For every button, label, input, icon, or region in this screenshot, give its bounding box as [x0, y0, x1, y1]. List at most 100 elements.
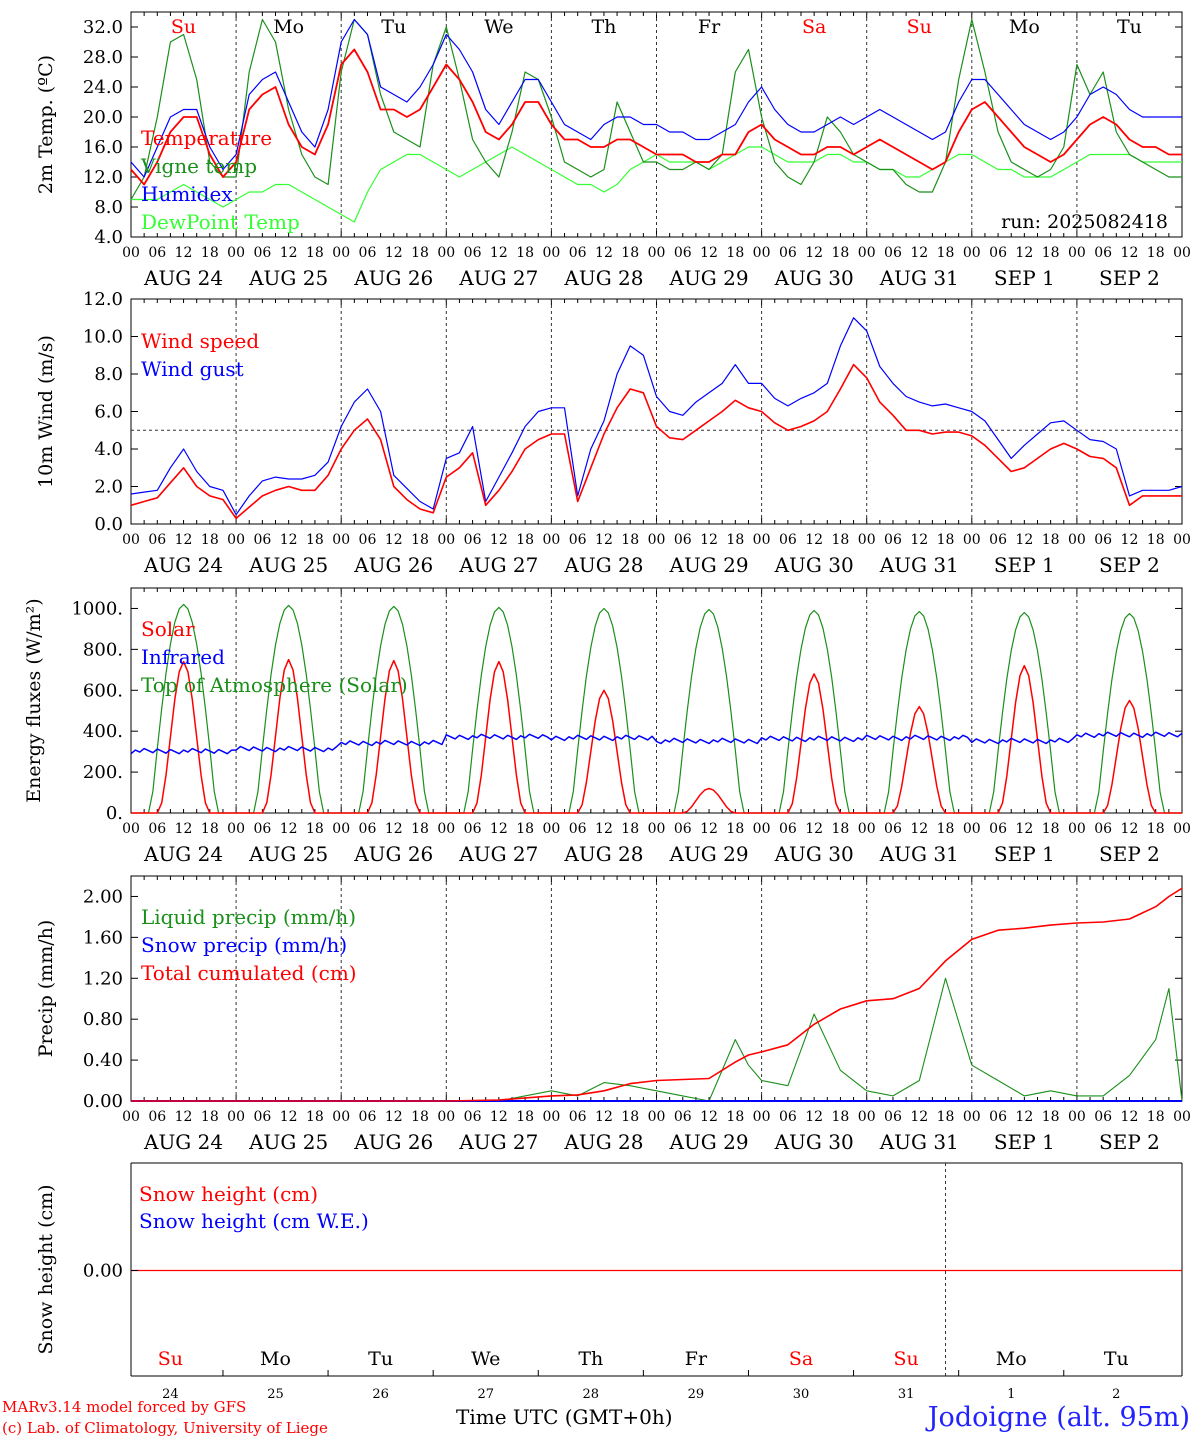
- date-label: AUG 29: [669, 553, 749, 577]
- date-label: AUG 31: [879, 266, 959, 290]
- hour-tick-label: 06: [674, 821, 692, 837]
- date-label: SEP 2: [1099, 266, 1160, 290]
- hour-tick-label: 06: [359, 532, 377, 548]
- credit-line-2: (c) Lab. of Climatology, University of L…: [2, 1419, 328, 1437]
- series-line-infrared: [130, 731, 1183, 755]
- hour-tick-label: 06: [989, 532, 1007, 548]
- date-label: AUG 29: [669, 842, 749, 866]
- hour-tick-label: 06: [253, 821, 271, 837]
- hour-tick-label: 18: [1147, 532, 1165, 548]
- series-line-total-cumulated: [131, 887, 1183, 1102]
- hour-tick-label: 18: [726, 821, 744, 837]
- hour-tick-label: 00: [542, 1109, 560, 1125]
- date-label: AUG 26: [353, 842, 433, 866]
- hour-tick-label: 18: [726, 245, 744, 261]
- hour-tick-label: 06: [989, 245, 1007, 261]
- hour-tick-label: 06: [674, 245, 692, 261]
- date-label: AUG 30: [774, 842, 854, 866]
- hour-tick-label: 00: [122, 532, 140, 548]
- date-label: SEP 1: [994, 266, 1055, 290]
- hour-tick-label: 00: [1173, 532, 1191, 548]
- day-label: Fr: [698, 16, 721, 38]
- date-label: AUG 24: [143, 842, 223, 866]
- hour-tick-label: 00: [227, 245, 245, 261]
- day-label: Mo: [260, 1348, 291, 1370]
- hour-tick-label: 12: [1121, 245, 1139, 261]
- hour-tick-label: 06: [464, 245, 482, 261]
- hour-tick-label: 06: [148, 532, 166, 548]
- hour-tick-label: 18: [306, 245, 324, 261]
- date-label: AUG 24: [143, 553, 223, 577]
- date-label: AUG 31: [879, 842, 959, 866]
- hour-tick-label: 12: [805, 821, 823, 837]
- series-line-humidex: [130, 18, 1182, 178]
- y-tick-label: 10.0: [83, 327, 123, 348]
- hour-tick-label: 00: [332, 821, 350, 837]
- day-label: Th: [578, 1348, 603, 1370]
- hour-tick-label: 06: [1094, 1109, 1112, 1125]
- day-number-label: 28: [583, 1387, 600, 1402]
- date-label: AUG 27: [458, 842, 538, 866]
- date-label: AUG 26: [353, 553, 433, 577]
- hour-tick-label: 12: [700, 532, 718, 548]
- y-tick-label: 12.0: [83, 289, 123, 310]
- y-tick-label: 600.: [83, 680, 123, 701]
- hour-tick-label: 12: [1121, 532, 1139, 548]
- hour-tick-label: 12: [1121, 821, 1139, 837]
- legend-entry: Total cumulated (cm): [141, 961, 357, 985]
- y-tick-label: 24.0: [83, 77, 123, 98]
- day-label: Tu: [1104, 1348, 1129, 1370]
- hour-tick-label: 00: [437, 532, 455, 548]
- hour-tick-label: 00: [332, 245, 350, 261]
- hour-tick-label: 00: [542, 245, 560, 261]
- hour-tick-label: 06: [148, 245, 166, 261]
- hour-tick-label: 06: [989, 821, 1007, 837]
- date-label: AUG 28: [563, 842, 643, 866]
- hour-tick-label: 06: [884, 1109, 902, 1125]
- hour-tick-label: 06: [779, 821, 797, 837]
- panel-1: 32.0 28.0 24.0 20.0 16.0 12.0 8.0 4.0 2m Temp. (…: [35, 11, 1191, 290]
- hour-tick-label: 00: [332, 532, 350, 548]
- hour-tick-label: 18: [516, 245, 534, 261]
- hour-tick-label: 06: [148, 1109, 166, 1125]
- hour-tick-label: 18: [832, 1109, 850, 1125]
- hour-tick-label: 00: [648, 532, 666, 548]
- hour-tick-label: 06: [464, 1109, 482, 1125]
- hour-tick-label: 00: [753, 1109, 771, 1125]
- hour-tick-label: 00: [963, 532, 981, 548]
- hour-tick-label: 12: [595, 532, 613, 548]
- y-tick-label: 1.20: [83, 968, 123, 989]
- y-tick-label: 6.0: [94, 402, 123, 423]
- hour-tick-label: 06: [569, 245, 587, 261]
- hour-tick-label: 18: [937, 1109, 955, 1125]
- day-number-label: 24: [162, 1387, 179, 1402]
- y-tick-label: 0.40: [83, 1050, 123, 1071]
- date-label: AUG 25: [248, 266, 328, 290]
- date-label: SEP 2: [1099, 1130, 1160, 1154]
- y-tick-label: 4.0: [94, 227, 123, 248]
- legend-entry: Snow precip (mm/h): [141, 933, 347, 957]
- hour-tick-label: 12: [910, 245, 928, 261]
- hour-tick-label: 06: [359, 1109, 377, 1125]
- x-axis-title: Time UTC (GMT+0h): [456, 1405, 673, 1429]
- hour-tick-label: 06: [464, 821, 482, 837]
- day-number-label: 25: [267, 1387, 284, 1402]
- hour-tick-label: 00: [542, 821, 560, 837]
- hour-tick-label: 00: [437, 1109, 455, 1125]
- hour-tick-label: 06: [674, 1109, 692, 1125]
- hour-tick-label: 00: [437, 821, 455, 837]
- hour-tick-label: 12: [595, 1109, 613, 1125]
- hour-tick-label: 18: [1042, 821, 1060, 837]
- hour-tick-label: 18: [1042, 1109, 1060, 1125]
- y-tick-label: 2.00: [83, 886, 123, 907]
- day-number-label: 29: [688, 1387, 705, 1402]
- hour-tick-label: 06: [253, 532, 271, 548]
- hour-tick-label: 00: [648, 821, 666, 837]
- hour-tick-label: 18: [1147, 245, 1165, 261]
- hour-tick-label: 12: [910, 1109, 928, 1125]
- hour-tick-label: 12: [385, 532, 403, 548]
- y-tick-label: 0.00: [83, 1091, 123, 1112]
- hour-tick-label: 18: [516, 532, 534, 548]
- date-label: AUG 25: [248, 1130, 328, 1154]
- hour-tick-label: 12: [595, 821, 613, 837]
